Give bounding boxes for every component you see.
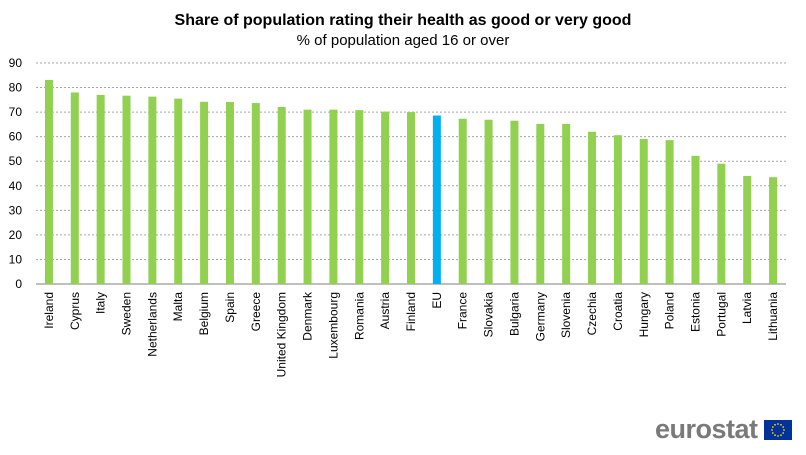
x-tick-label: Germany [533, 292, 547, 341]
x-tick-label: Greece [249, 292, 263, 332]
x-tick-label: Estonia [688, 292, 702, 332]
y-tick-label: 20 [9, 228, 23, 242]
x-tick-label: Hungary [637, 292, 651, 337]
bar-romania [355, 110, 364, 284]
bar-spain [225, 102, 234, 284]
bar-austria [381, 111, 390, 285]
flag-star [770, 428, 773, 431]
eu-flag-icon [763, 419, 792, 440]
bar-croatia [613, 135, 622, 284]
bar-poland [665, 140, 674, 284]
x-tick-label: Croatia [611, 292, 625, 331]
x-tick-label: Austria [378, 292, 392, 330]
bar-germany [536, 123, 545, 284]
x-tick-label: Italy [94, 292, 108, 314]
bar-ireland [44, 79, 53, 285]
flag-star [773, 433, 776, 436]
eurostat-logo: eurostat [655, 414, 792, 445]
y-tick-label: 80 [9, 81, 23, 95]
bar-belgium [200, 101, 209, 284]
x-tick-label: Bulgaria [507, 292, 521, 336]
x-tick-label: Denmark [301, 291, 315, 341]
bar-latvia [743, 175, 752, 284]
y-tick-label: 90 [9, 56, 23, 70]
y-axis: 0 10 20 30 40 50 60 70 80 90 [9, 56, 23, 291]
bar-estonia [691, 155, 700, 284]
bar-malta [174, 98, 183, 284]
bar-czechia [588, 131, 597, 284]
y-tick-label: 40 [9, 179, 23, 193]
x-tick-label: EU [430, 292, 444, 309]
x-tick-label: Cyprus [68, 292, 82, 330]
bar-luxembourg [329, 109, 338, 285]
y-tick-label: 60 [9, 130, 23, 144]
x-tick-label: Sweden [120, 292, 134, 335]
bar-italy [96, 94, 105, 284]
x-tick-label: Ireland [42, 292, 56, 329]
x-axis: Ireland Cyprus Italy Sweden Netherlands Malta… [42, 291, 780, 377]
y-tick-label: 0 [15, 277, 22, 291]
flag-star [781, 431, 784, 434]
logo-text: eurostat [655, 414, 758, 444]
flag-star [776, 422, 779, 425]
gridlines [36, 62, 786, 285]
bar-france [458, 118, 467, 284]
x-tick-label: Spain [223, 292, 237, 323]
x-tick-label: France [456, 292, 470, 330]
x-tick-label: Luxembourg [326, 292, 340, 359]
flag-star [782, 428, 785, 431]
bar-denmark [303, 109, 312, 285]
x-tick-label: Slovenia [559, 292, 573, 338]
y-tick-label: 50 [9, 154, 23, 168]
bar-hungary [639, 138, 648, 284]
x-tick-label: Portugal [714, 292, 728, 337]
x-tick-label: Czechia [585, 292, 599, 336]
bar-finland [407, 112, 415, 284]
bar-cyprus [70, 92, 79, 284]
bar-slovenia [562, 123, 571, 284]
x-tick-label: Malta [171, 292, 185, 322]
flag-star [781, 425, 784, 428]
x-tick-label: Netherlands [145, 292, 159, 357]
flag-star [776, 434, 779, 437]
x-tick-label: Finland [404, 292, 418, 331]
bar-greece [251, 103, 260, 284]
bar-eu [432, 115, 441, 284]
x-tick-label: Lithuania [766, 292, 780, 341]
bar-bulgaria [510, 120, 519, 284]
flag-star [771, 431, 774, 434]
y-tick-label: 10 [9, 252, 23, 266]
flag-star [773, 423, 776, 426]
y-tick-label: 30 [9, 203, 23, 217]
chart-title: Share of population rating their health … [174, 12, 632, 29]
bar-sweden [122, 95, 131, 284]
x-tick-label: Poland [663, 292, 677, 329]
bar-slovakia [484, 119, 493, 285]
flag-star [779, 423, 782, 426]
x-tick-label: Latvia [740, 292, 754, 324]
bar-united-kingdom [277, 106, 286, 285]
bar-lithuania [769, 177, 778, 284]
chart-subtitle: % of population aged 16 or over [296, 32, 510, 49]
x-tick-label: United Kingdom [275, 292, 289, 377]
y-tick-label: 70 [9, 105, 23, 119]
flag-star [771, 425, 774, 428]
x-tick-label: Romania [352, 292, 366, 340]
bar-portugal [717, 163, 726, 284]
bars [44, 79, 778, 285]
flag-star [779, 433, 782, 436]
x-tick-label: Belgium [197, 292, 211, 335]
bar-netherlands [148, 96, 157, 284]
x-tick-label: Slovakia [482, 292, 496, 338]
